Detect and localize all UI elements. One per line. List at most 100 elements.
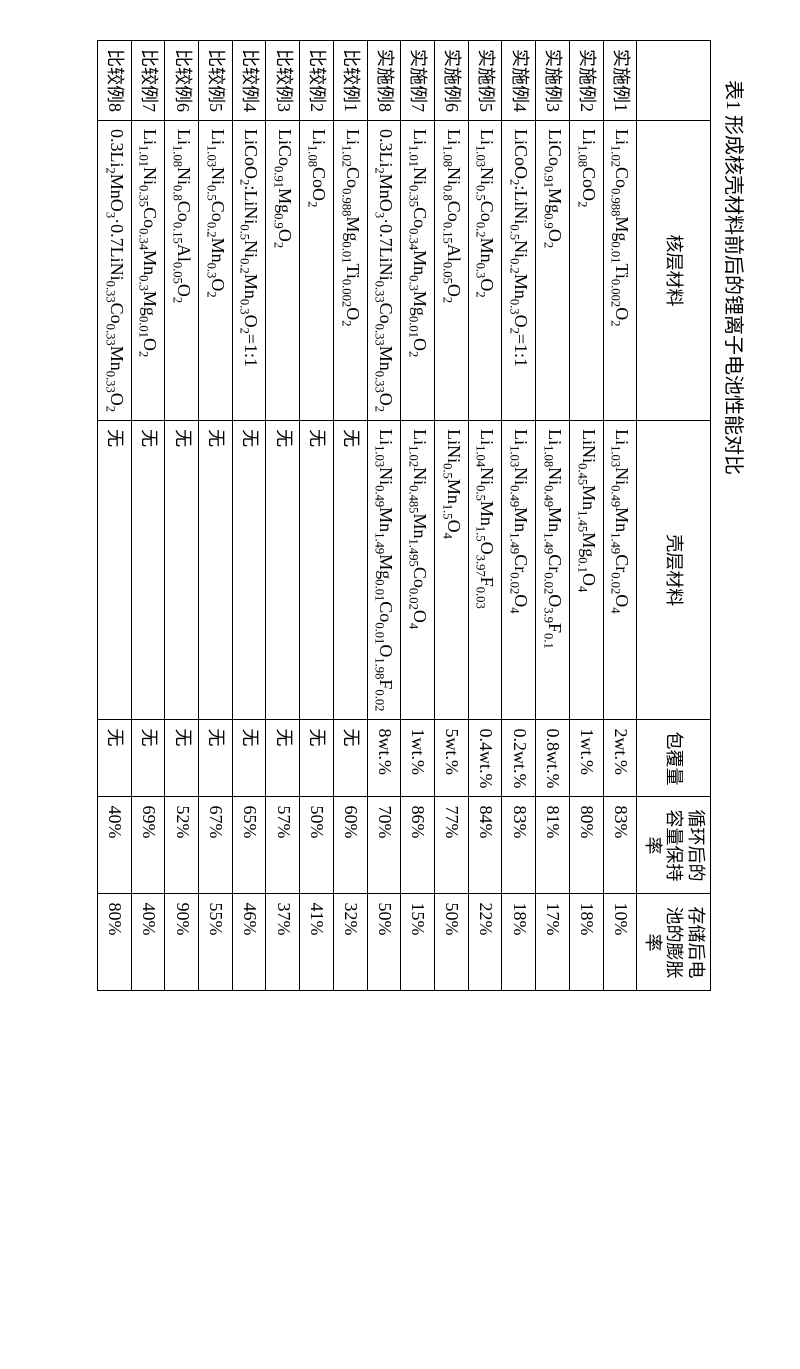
expansion-rate: 41% xyxy=(300,894,334,991)
coating-amount: 2wt.% xyxy=(603,720,637,797)
expansion-rate: 55% xyxy=(199,894,233,991)
core-material: 0.3Li2MnO3·0.7LiNi0.33Co0.33Mn0.33O2 xyxy=(97,121,131,421)
coating-amount: 8wt.% xyxy=(367,720,401,797)
row-label: 实施例1 xyxy=(603,41,637,121)
shell-material: Li1.04Ni0.5Mn1.5O3.97F0.03 xyxy=(468,421,502,720)
expansion-rate: 18% xyxy=(569,894,603,991)
table-row: 比较例7Li1.01Ni0.35Co0.34Mn0.3Mg0.01O2无无69%… xyxy=(131,41,165,991)
coating-amount: 5wt.% xyxy=(435,720,469,797)
expansion-rate: 15% xyxy=(401,894,435,991)
core-material: 0.3Li2MnO3·0.7LiNi0.33Co0.33Mn0.33O2 xyxy=(367,121,401,421)
shell-material: Li1.02Ni0.485Mn1.495Co0.02O4 xyxy=(401,421,435,720)
shell-material: 无 xyxy=(266,421,300,720)
table-caption: 表1 形成核壳材料前后的锂离子电池性能对比 xyxy=(721,80,750,1340)
row-label: 比较例1 xyxy=(333,41,367,121)
capacity-retention: 67% xyxy=(199,797,233,894)
core-material: Li1.08CoO2 xyxy=(300,121,334,421)
core-material: Li1.08CoO2 xyxy=(569,121,603,421)
capacity-retention: 50% xyxy=(300,797,334,894)
table-row: 比较例2Li1.08CoO2无无50%41% xyxy=(300,41,334,991)
shell-material: LiNi0.45Mn1.45Mg0.1O4 xyxy=(569,421,603,720)
expansion-rate: 32% xyxy=(333,894,367,991)
col-core: 核层材料 xyxy=(637,121,711,421)
shell-material: 无 xyxy=(232,421,266,720)
row-label: 实施例5 xyxy=(468,41,502,121)
shell-material: Li1.03Ni0.49Mn1.49Mg0.01Co0.01O1.98F0.02 xyxy=(367,421,401,720)
col-retention: 循环后的容量保持率 xyxy=(637,797,711,894)
coating-amount: 无 xyxy=(131,720,165,797)
core-material: LiCo0.91Mg0.9O2 xyxy=(266,121,300,421)
shell-material: Li1.08Ni0.49Mn1.49Cr0.02O3.9F0.1 xyxy=(536,421,570,720)
capacity-retention: 70% xyxy=(367,797,401,894)
shell-material: 无 xyxy=(97,421,131,720)
row-label: 比较例2 xyxy=(300,41,334,121)
row-label: 实施例8 xyxy=(367,41,401,121)
coating-amount: 无 xyxy=(232,720,266,797)
col-shell: 壳层材料 xyxy=(637,421,711,720)
row-label: 比较例7 xyxy=(131,41,165,121)
rotated-table-scene: 表1 形成核壳材料前后的锂离子电池性能对比 核层材料 壳层材料 包覆量 循环后的… xyxy=(97,40,750,1340)
capacity-retention: 83% xyxy=(502,797,536,894)
row-label: 实施例3 xyxy=(536,41,570,121)
coating-amount: 无 xyxy=(333,720,367,797)
expansion-rate: 80% xyxy=(97,894,131,991)
row-label: 实施例6 xyxy=(435,41,469,121)
header-row: 核层材料 壳层材料 包覆量 循环后的容量保持率 存储后电池的膨胀率 xyxy=(637,41,711,991)
table-row: 实施例2Li1.08CoO2LiNi0.45Mn1.45Mg0.1O41wt.%… xyxy=(569,41,603,991)
coating-amount: 无 xyxy=(199,720,233,797)
row-label: 实施例4 xyxy=(502,41,536,121)
row-label: 比较例8 xyxy=(97,41,131,121)
expansion-rate: 37% xyxy=(266,894,300,991)
table-row: 实施例5Li1.03Ni0.5Co0.2Mn0.3O2Li1.04Ni0.5Mn… xyxy=(468,41,502,991)
expansion-rate: 50% xyxy=(367,894,401,991)
core-material: LiCoO2:LiNi0.5Ni0.2Mn0.3O2=1:1 xyxy=(502,121,536,421)
table-row: 实施例1Li1.02Co0.988Mg0.01Ti0.002O2Li1.03Ni… xyxy=(603,41,637,991)
col-coat: 包覆量 xyxy=(637,720,711,797)
shell-material: 无 xyxy=(300,421,334,720)
expansion-rate: 17% xyxy=(536,894,570,991)
capacity-retention: 52% xyxy=(165,797,199,894)
row-label: 比较例5 xyxy=(199,41,233,121)
core-material: Li1.02Co0.988Mg0.01Ti0.002O2 xyxy=(333,121,367,421)
capacity-retention: 40% xyxy=(97,797,131,894)
capacity-retention: 81% xyxy=(536,797,570,894)
shell-material: Li1.03Ni0.49Mn1.49Cr0.02O4 xyxy=(502,421,536,720)
core-material: Li1.08Ni0.8Co0.15Al0.05O2 xyxy=(435,121,469,421)
col-blank xyxy=(637,41,711,121)
coating-amount: 1wt.% xyxy=(569,720,603,797)
table-row: 比较例1Li1.02Co0.988Mg0.01Ti0.002O2无无60%32% xyxy=(333,41,367,991)
table-row: 比较例6Li1.08Ni0.8Co0.15Al0.05O2无无52%90% xyxy=(165,41,199,991)
table-row: 比较例80.3Li2MnO3·0.7LiNi0.33Co0.33Mn0.33O2… xyxy=(97,41,131,991)
shell-material: Li1.03Ni0.49Mn1.49Cr0.02O4 xyxy=(603,421,637,720)
table-row: 实施例4LiCoO2:LiNi0.5Ni0.2Mn0.3O2=1:1Li1.03… xyxy=(502,41,536,991)
shell-material: 无 xyxy=(333,421,367,720)
expansion-rate: 46% xyxy=(232,894,266,991)
row-label: 实施例2 xyxy=(569,41,603,121)
table-row: 比较例4LiCoO2:LiNi0.5Ni0.2Mn0.3O2=1:1无无65%4… xyxy=(232,41,266,991)
capacity-retention: 86% xyxy=(401,797,435,894)
table-row: 实施例80.3Li2MnO3·0.7LiNi0.33Co0.33Mn0.33O2… xyxy=(367,41,401,991)
capacity-retention: 65% xyxy=(232,797,266,894)
capacity-retention: 57% xyxy=(266,797,300,894)
shell-material: LiNi0.5Mn1.5O4 xyxy=(435,421,469,720)
coating-amount: 0.4wt.% xyxy=(468,720,502,797)
row-label: 比较例4 xyxy=(232,41,266,121)
shell-material: 无 xyxy=(199,421,233,720)
capacity-retention: 77% xyxy=(435,797,469,894)
core-material: Li1.01Ni0.35Co0.34Mn0.3Mg0.01O2 xyxy=(401,121,435,421)
table-body: 实施例1Li1.02Co0.988Mg0.01Ti0.002O2Li1.03Ni… xyxy=(97,41,636,991)
row-label: 比较例6 xyxy=(165,41,199,121)
coating-amount: 无 xyxy=(165,720,199,797)
shell-material: 无 xyxy=(165,421,199,720)
expansion-rate: 10% xyxy=(603,894,637,991)
coating-amount: 无 xyxy=(300,720,334,797)
capacity-retention: 83% xyxy=(603,797,637,894)
coating-amount: 无 xyxy=(97,720,131,797)
coating-amount: 1wt.% xyxy=(401,720,435,797)
expansion-rate: 50% xyxy=(435,894,469,991)
core-material: Li1.03Ni0.5Co0.2Mn0.3O2 xyxy=(468,121,502,421)
comparison-table: 核层材料 壳层材料 包覆量 循环后的容量保持率 存储后电池的膨胀率 实施例1Li… xyxy=(97,40,711,991)
core-material: Li1.02Co0.988Mg0.01Ti0.002O2 xyxy=(603,121,637,421)
row-label: 比较例3 xyxy=(266,41,300,121)
table-row: 比较例3LiCo0.91Mg0.9O2无无57%37% xyxy=(266,41,300,991)
